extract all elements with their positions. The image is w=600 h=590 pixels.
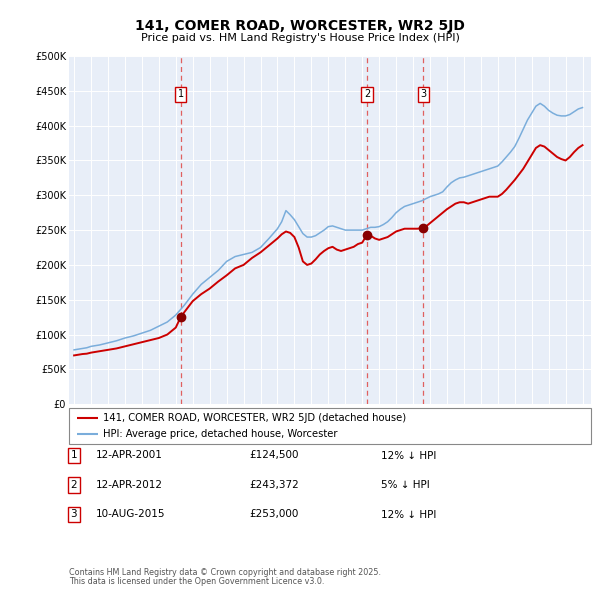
Text: 3: 3 bbox=[421, 89, 427, 99]
Text: 1: 1 bbox=[70, 451, 77, 460]
Text: Contains HM Land Registry data © Crown copyright and database right 2025.: Contains HM Land Registry data © Crown c… bbox=[69, 568, 381, 577]
FancyBboxPatch shape bbox=[69, 408, 591, 444]
Text: 1: 1 bbox=[178, 89, 184, 99]
Text: 2: 2 bbox=[70, 480, 77, 490]
Text: Price paid vs. HM Land Registry's House Price Index (HPI): Price paid vs. HM Land Registry's House … bbox=[140, 33, 460, 43]
Text: 141, COMER ROAD, WORCESTER, WR2 5JD: 141, COMER ROAD, WORCESTER, WR2 5JD bbox=[135, 19, 465, 33]
Text: £124,500: £124,500 bbox=[249, 451, 299, 460]
Text: £253,000: £253,000 bbox=[249, 510, 298, 519]
Text: 10-AUG-2015: 10-AUG-2015 bbox=[96, 510, 166, 519]
Text: 12-APR-2012: 12-APR-2012 bbox=[96, 480, 163, 490]
Text: 12-APR-2001: 12-APR-2001 bbox=[96, 451, 163, 460]
Text: 141, COMER ROAD, WORCESTER, WR2 5JD (detached house): 141, COMER ROAD, WORCESTER, WR2 5JD (det… bbox=[103, 413, 406, 423]
Text: 12% ↓ HPI: 12% ↓ HPI bbox=[381, 451, 436, 460]
Text: 12% ↓ HPI: 12% ↓ HPI bbox=[381, 510, 436, 519]
Text: 5% ↓ HPI: 5% ↓ HPI bbox=[381, 480, 430, 490]
Text: 3: 3 bbox=[70, 510, 77, 519]
Text: This data is licensed under the Open Government Licence v3.0.: This data is licensed under the Open Gov… bbox=[69, 578, 325, 586]
Text: 2: 2 bbox=[364, 89, 370, 99]
Text: £243,372: £243,372 bbox=[249, 480, 299, 490]
Text: HPI: Average price, detached house, Worcester: HPI: Average price, detached house, Worc… bbox=[103, 429, 337, 439]
